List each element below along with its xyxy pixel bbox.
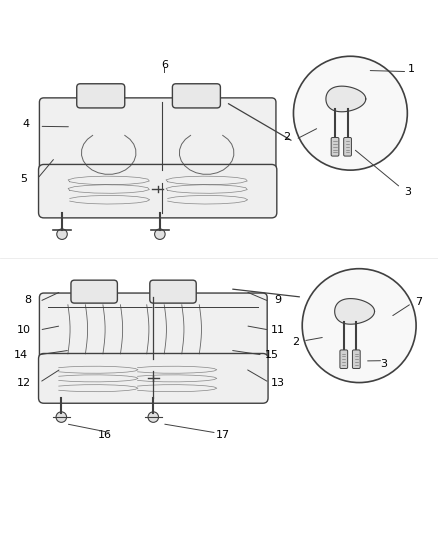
Text: 9: 9 [275, 295, 282, 305]
FancyBboxPatch shape [173, 84, 220, 108]
Text: 17: 17 [216, 430, 230, 440]
Text: 15: 15 [265, 350, 279, 360]
Text: 3: 3 [404, 187, 411, 197]
Text: 2: 2 [283, 132, 290, 142]
Text: 13: 13 [271, 377, 285, 387]
FancyBboxPatch shape [77, 84, 125, 108]
Circle shape [57, 229, 67, 239]
Text: 14: 14 [14, 350, 28, 360]
FancyBboxPatch shape [39, 293, 267, 363]
FancyBboxPatch shape [150, 280, 196, 303]
Polygon shape [326, 86, 366, 112]
Text: 11: 11 [271, 325, 285, 335]
FancyBboxPatch shape [39, 165, 277, 218]
FancyBboxPatch shape [39, 98, 276, 174]
Text: 2: 2 [292, 337, 299, 347]
Text: 3: 3 [380, 359, 387, 369]
Circle shape [293, 56, 407, 170]
Text: 6: 6 [161, 60, 168, 70]
FancyBboxPatch shape [71, 280, 117, 303]
Text: 8: 8 [24, 295, 31, 305]
FancyBboxPatch shape [340, 350, 348, 368]
Text: 1: 1 [408, 64, 415, 75]
Text: 4: 4 [23, 119, 30, 129]
FancyBboxPatch shape [39, 353, 268, 403]
FancyBboxPatch shape [344, 138, 351, 156]
Circle shape [155, 229, 165, 239]
Text: 12: 12 [17, 377, 31, 387]
Circle shape [148, 412, 159, 422]
Text: 10: 10 [17, 325, 31, 335]
Text: 7: 7 [415, 297, 422, 308]
Circle shape [56, 412, 67, 422]
FancyBboxPatch shape [353, 350, 360, 368]
FancyBboxPatch shape [331, 138, 339, 156]
Polygon shape [335, 298, 374, 324]
Circle shape [302, 269, 416, 383]
Text: 5: 5 [21, 174, 28, 184]
Text: 16: 16 [98, 430, 112, 440]
